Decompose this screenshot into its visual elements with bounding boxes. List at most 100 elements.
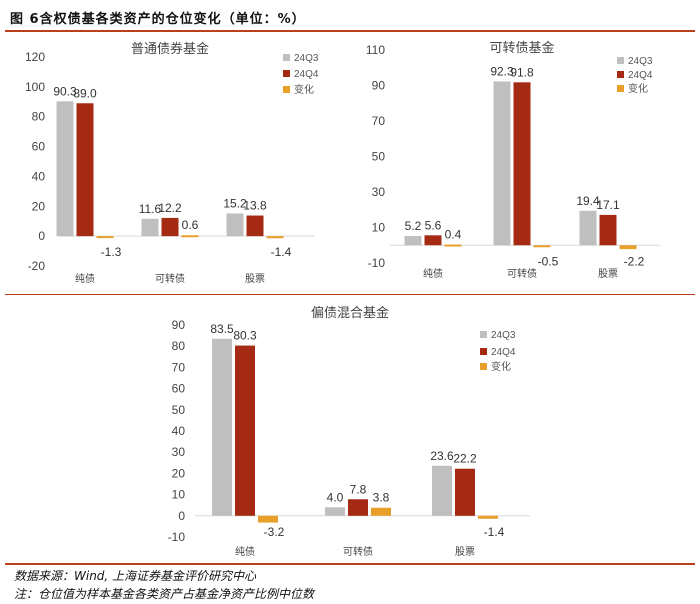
data-label: -1.4: [271, 245, 292, 259]
legend-label: 24Q4: [491, 347, 516, 358]
bar-24Q4: [513, 82, 531, 246]
legend-swatch: [617, 85, 624, 92]
data-label: -1.3: [101, 245, 122, 259]
chart-title: 普通债券基金: [131, 41, 209, 56]
legend-label: 24Q3: [294, 53, 319, 64]
legend-label: 变化: [294, 83, 314, 96]
legend-swatch: [617, 71, 624, 78]
y-tick-label: 60: [32, 140, 46, 154]
x-category-label: 纯债: [235, 545, 255, 558]
legend-swatch: [480, 363, 487, 370]
chart-title: 可转债基金: [489, 40, 554, 55]
y-tick-label: 30: [372, 185, 386, 199]
data-label: 91.8: [510, 65, 534, 79]
data-label: 11.6: [139, 202, 162, 216]
bar-24Q4: [599, 214, 617, 246]
chart-title: 偏债混合基金: [311, 305, 389, 320]
bar-变化: [619, 245, 637, 250]
data-label: -2.2: [624, 254, 645, 268]
source-note: 数据来源：Wind, 上海证券基金评价研究中心: [14, 569, 257, 583]
y-tick-label: 60: [172, 382, 186, 396]
data-label: -1.4: [484, 525, 505, 539]
data-label: 80.3: [233, 329, 257, 343]
legend-label: 24Q3: [491, 330, 516, 341]
data-label: 5.2: [405, 219, 422, 233]
data-label: 3.8: [373, 491, 390, 505]
x-category-label: 纯债: [423, 267, 443, 280]
x-category-label: 股票: [245, 273, 265, 285]
y-tick-label: -20: [28, 259, 46, 273]
bar-变化: [258, 515, 278, 523]
legend-swatch: [617, 57, 624, 64]
legend-swatch: [283, 70, 290, 77]
y-tick-label: 10: [172, 488, 186, 502]
bar-24Q4: [246, 215, 264, 237]
data-label: 89.0: [73, 86, 97, 100]
bar-24Q4: [455, 468, 475, 516]
y-tick-label: 80: [32, 110, 46, 124]
bar-24Q3: [56, 101, 74, 237]
legend-label: 24Q3: [628, 56, 653, 67]
figure-title: 图 6含权债基各类资产的仓位变化（单位：%）: [10, 12, 306, 27]
bar-24Q4: [424, 235, 442, 246]
bar-变化: [371, 507, 391, 516]
footer-rule: [5, 563, 695, 565]
legend-label: 变化: [628, 82, 648, 95]
y-tick-label: 110: [366, 43, 385, 57]
y-tick-label: 50: [172, 403, 186, 417]
data-label: 17.1: [596, 198, 620, 212]
y-tick-label: 20: [172, 466, 186, 480]
x-category-label: 纯债: [75, 272, 95, 285]
legend-swatch: [283, 54, 290, 61]
bar-变化: [478, 515, 498, 519]
legend-swatch: [283, 86, 290, 93]
y-tick-label: 40: [172, 424, 186, 438]
y-tick-label: 0: [178, 509, 185, 523]
x-category-label: 可转债: [343, 545, 373, 558]
data-label: 4.0: [327, 490, 344, 504]
data-label: 23.6: [430, 449, 454, 463]
y-tick-label: -10: [368, 256, 386, 270]
y-tick-label: 0: [38, 229, 45, 243]
data-label: 22.2: [453, 452, 477, 466]
y-tick-label: 70: [372, 114, 386, 128]
x-category-label: 股票: [598, 268, 618, 280]
bar-24Q3: [404, 236, 422, 246]
data-label: -3.2: [264, 525, 285, 539]
y-tick-label: 120: [25, 50, 45, 64]
data-label: 90.3: [53, 84, 77, 98]
bar-变化: [96, 236, 114, 239]
title-rule: [5, 30, 695, 32]
data-label: 19.4: [576, 194, 600, 208]
x-category-label: 可转债: [507, 267, 537, 280]
bar-24Q4: [348, 499, 368, 516]
data-label: -0.5: [538, 254, 559, 268]
y-tick-label: 100: [25, 80, 45, 94]
bar-24Q3: [493, 81, 511, 246]
bar-变化: [181, 235, 199, 238]
y-tick-label: 30: [172, 445, 186, 459]
legend-label: 24Q4: [294, 69, 319, 80]
legend-label: 24Q4: [628, 70, 653, 81]
y-tick-label: 90: [172, 318, 186, 332]
y-tick-label: 90: [372, 79, 386, 93]
chart-divider: [5, 294, 695, 295]
x-category-label: 股票: [455, 546, 475, 558]
bar-24Q3: [226, 213, 244, 237]
footnote: 注：仓位值为样本基金各类资产占基金净资产比例中位数: [14, 587, 315, 601]
data-label: 12.2: [158, 201, 182, 215]
y-tick-label: 50: [372, 150, 386, 164]
legend-label: 变化: [491, 360, 511, 373]
data-label: 13.8: [243, 199, 267, 213]
bar-24Q4: [76, 103, 94, 237]
y-tick-label: 40: [32, 169, 46, 183]
data-label: 5.6: [425, 218, 442, 232]
y-tick-label: 80: [172, 339, 186, 353]
data-label: 92.3: [490, 64, 514, 78]
bar-24Q3: [141, 218, 159, 237]
bar-24Q3: [325, 507, 345, 516]
y-tick-label: 20: [32, 199, 46, 213]
y-tick-label: 10: [372, 221, 386, 235]
